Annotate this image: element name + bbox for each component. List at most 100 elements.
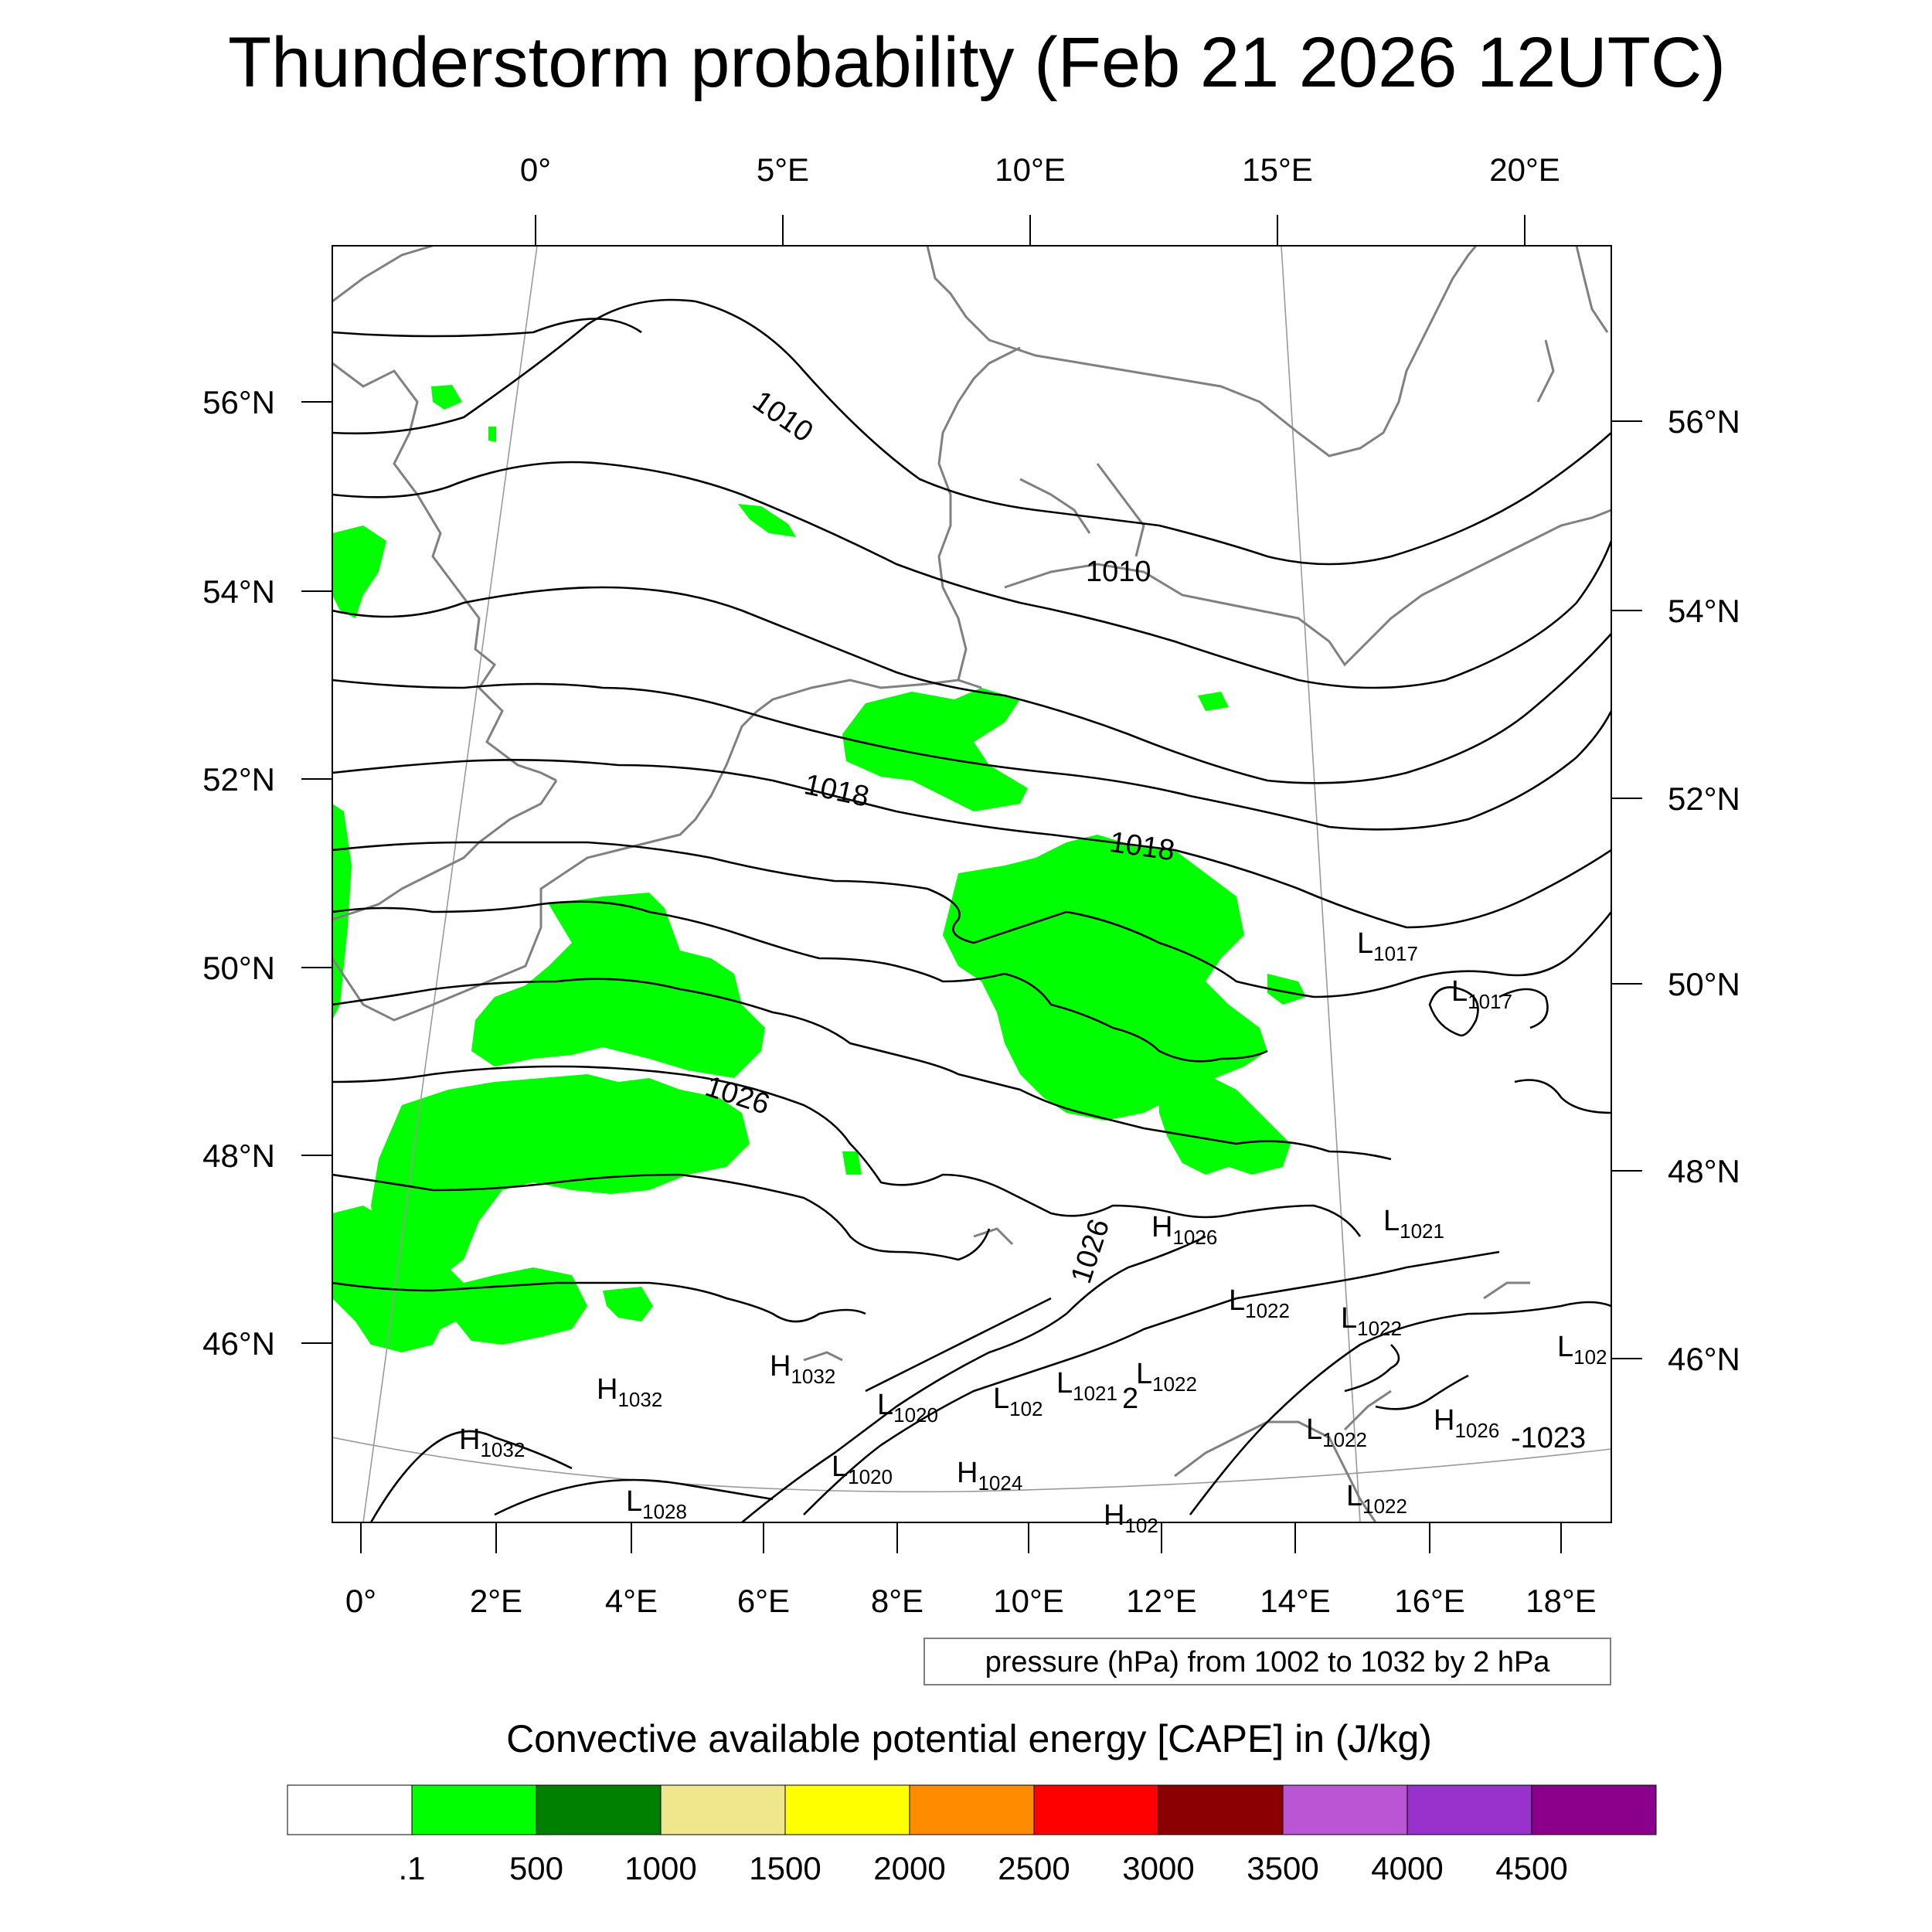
- legend-swatch: [287, 1784, 413, 1835]
- left-axis-label: 52°N: [202, 761, 275, 798]
- top-axis-label: 10°E: [995, 151, 1066, 188]
- isobar-19: [865, 1297, 1052, 1393]
- coast-denmark-islands: [1019, 463, 1145, 557]
- bottom-axis-label: 14°E: [1260, 1583, 1331, 1619]
- cape-area-germany: [943, 835, 1267, 1121]
- pressure-center-low: L1022: [1346, 1480, 1407, 1518]
- legend-swatch: [536, 1784, 662, 1835]
- bottom-axis-label: 4°E: [605, 1583, 658, 1619]
- isobar-23: [1498, 988, 1549, 1029]
- legend-swatch: [1406, 1784, 1532, 1835]
- legend-swatch: [909, 1784, 1035, 1835]
- pressure-center-low: L1021: [1056, 1367, 1117, 1405]
- center-type: L: [1557, 1331, 1573, 1363]
- center-type: H: [770, 1350, 791, 1383]
- legend-swatch: [784, 1784, 910, 1835]
- legend-label: 1000: [624, 1850, 696, 1886]
- isobar-21: [1375, 1374, 1469, 1410]
- contour-label: 1010: [1086, 556, 1151, 588]
- center-value: 102: [1124, 1514, 1158, 1537]
- plot-area: [332, 246, 1611, 1522]
- isobar-3: [332, 461, 1611, 689]
- legend-swatch: [1033, 1784, 1159, 1835]
- cape-area-north-sea: [738, 504, 796, 537]
- center-value: 1022: [1322, 1428, 1367, 1451]
- coast-adriatic: [1174, 1420, 1377, 1522]
- bottom-axis-label: 18°E: [1526, 1583, 1597, 1619]
- legend-label: 2000: [873, 1850, 945, 1886]
- center-value: 1032: [480, 1438, 525, 1461]
- isobar-12: [332, 1281, 866, 1323]
- pressure-center-high: H1032: [459, 1423, 525, 1461]
- cape-area-north-scotland: [431, 385, 462, 410]
- isobar-18: [803, 1297, 1237, 1515]
- center-type: H: [1434, 1404, 1454, 1437]
- center-value: 1032: [617, 1388, 662, 1411]
- parallel-45n: [332, 1437, 1611, 1493]
- bottom-axis-label: 12°E: [1126, 1583, 1197, 1619]
- center-type: L: [1136, 1358, 1152, 1390]
- isobar-8: [332, 900, 1268, 1063]
- map-title: Thunderstorm probability (Feb 21 2026 12…: [228, 23, 1726, 102]
- pressure-center-high: H102: [1104, 1499, 1158, 1537]
- isobar-1: [332, 318, 642, 338]
- coast-lowcountries: [563, 679, 982, 875]
- pressure-centers: L1017 L1017 L1021 H1026 L1022 L1022 L102…: [459, 927, 1607, 1537]
- bottom-axis-label: 16°E: [1394, 1583, 1465, 1619]
- legend-label: 500: [509, 1850, 563, 1886]
- center-value: 1020: [848, 1465, 893, 1488]
- pressure-center-low: L1022: [1306, 1413, 1367, 1451]
- top-axis-label: 5°E: [757, 151, 809, 188]
- center-type: L: [626, 1485, 642, 1518]
- legend-label: .1: [398, 1850, 425, 1886]
- pressure-center-high: H1026: [1151, 1211, 1217, 1249]
- center-value: 1021: [1400, 1219, 1444, 1243]
- isobar-15: [369, 1430, 573, 1522]
- cape-area-small-2: [842, 1151, 862, 1175]
- center-value: 1022: [1245, 1299, 1290, 1322]
- isobar-9: [332, 978, 1392, 1161]
- isobar-16: [494, 1478, 774, 1516]
- legend-swatch: [1158, 1784, 1284, 1835]
- meridian-0: [362, 246, 538, 1522]
- isobar-11: [332, 1173, 991, 1261]
- isobar-24: [1514, 1079, 1611, 1114]
- top-axis: 0° 5°E 10°E 15°E 20°E: [520, 151, 1560, 246]
- cape-area-france-north: [471, 893, 765, 1078]
- center-type: L: [1346, 1480, 1362, 1512]
- center-value: 1026: [1454, 1419, 1499, 1442]
- center-type: L: [1341, 1302, 1357, 1335]
- pressure-center-low: L102: [1557, 1331, 1607, 1369]
- coast-lakes-alps: [803, 1227, 1530, 1362]
- coast-scotland: [332, 246, 557, 782]
- cape-area-netherlands: [842, 688, 1028, 811]
- top-axis-label: 0°: [520, 151, 551, 188]
- center-value: 102: [1009, 1397, 1043, 1420]
- center-value: 1017: [1468, 990, 1512, 1013]
- center-value: 1020: [893, 1403, 938, 1427]
- isobar-13: [1189, 1301, 1611, 1515]
- center-value: 1032: [791, 1365, 835, 1388]
- pressure-center-high: H1026: [1434, 1404, 1499, 1442]
- center-type: L: [1229, 1284, 1245, 1317]
- coast-gotland: [1536, 339, 1555, 403]
- isobar-14: [1236, 1250, 1500, 1300]
- center-type: L: [993, 1383, 1009, 1415]
- center-type: L: [1056, 1367, 1073, 1400]
- left-axis: 56°N 54°N 52°N 50°N 48°N 46°N: [202, 384, 332, 1362]
- left-axis-label: 46°N: [202, 1325, 275, 1362]
- coast-scandinavia: [926, 246, 1478, 457]
- legend-title: Convective available potential energy [C…: [506, 1717, 1432, 1760]
- graticule: [332, 246, 1611, 1522]
- center-value: 1022: [1362, 1495, 1407, 1518]
- isobar-10: [332, 1065, 1362, 1237]
- center-type: H: [1104, 1499, 1124, 1532]
- legend-label: 4000: [1371, 1850, 1443, 1886]
- isobar-17: [741, 1235, 1206, 1522]
- bottom-axis-label: 10°E: [993, 1583, 1064, 1619]
- right-axis-label: 50°N: [1668, 966, 1740, 1002]
- right-axis-label: 56°N: [1668, 403, 1740, 440]
- left-axis-label: 54°N: [202, 573, 275, 610]
- center-type: L: [877, 1389, 893, 1421]
- center-value: 1024: [978, 1471, 1022, 1495]
